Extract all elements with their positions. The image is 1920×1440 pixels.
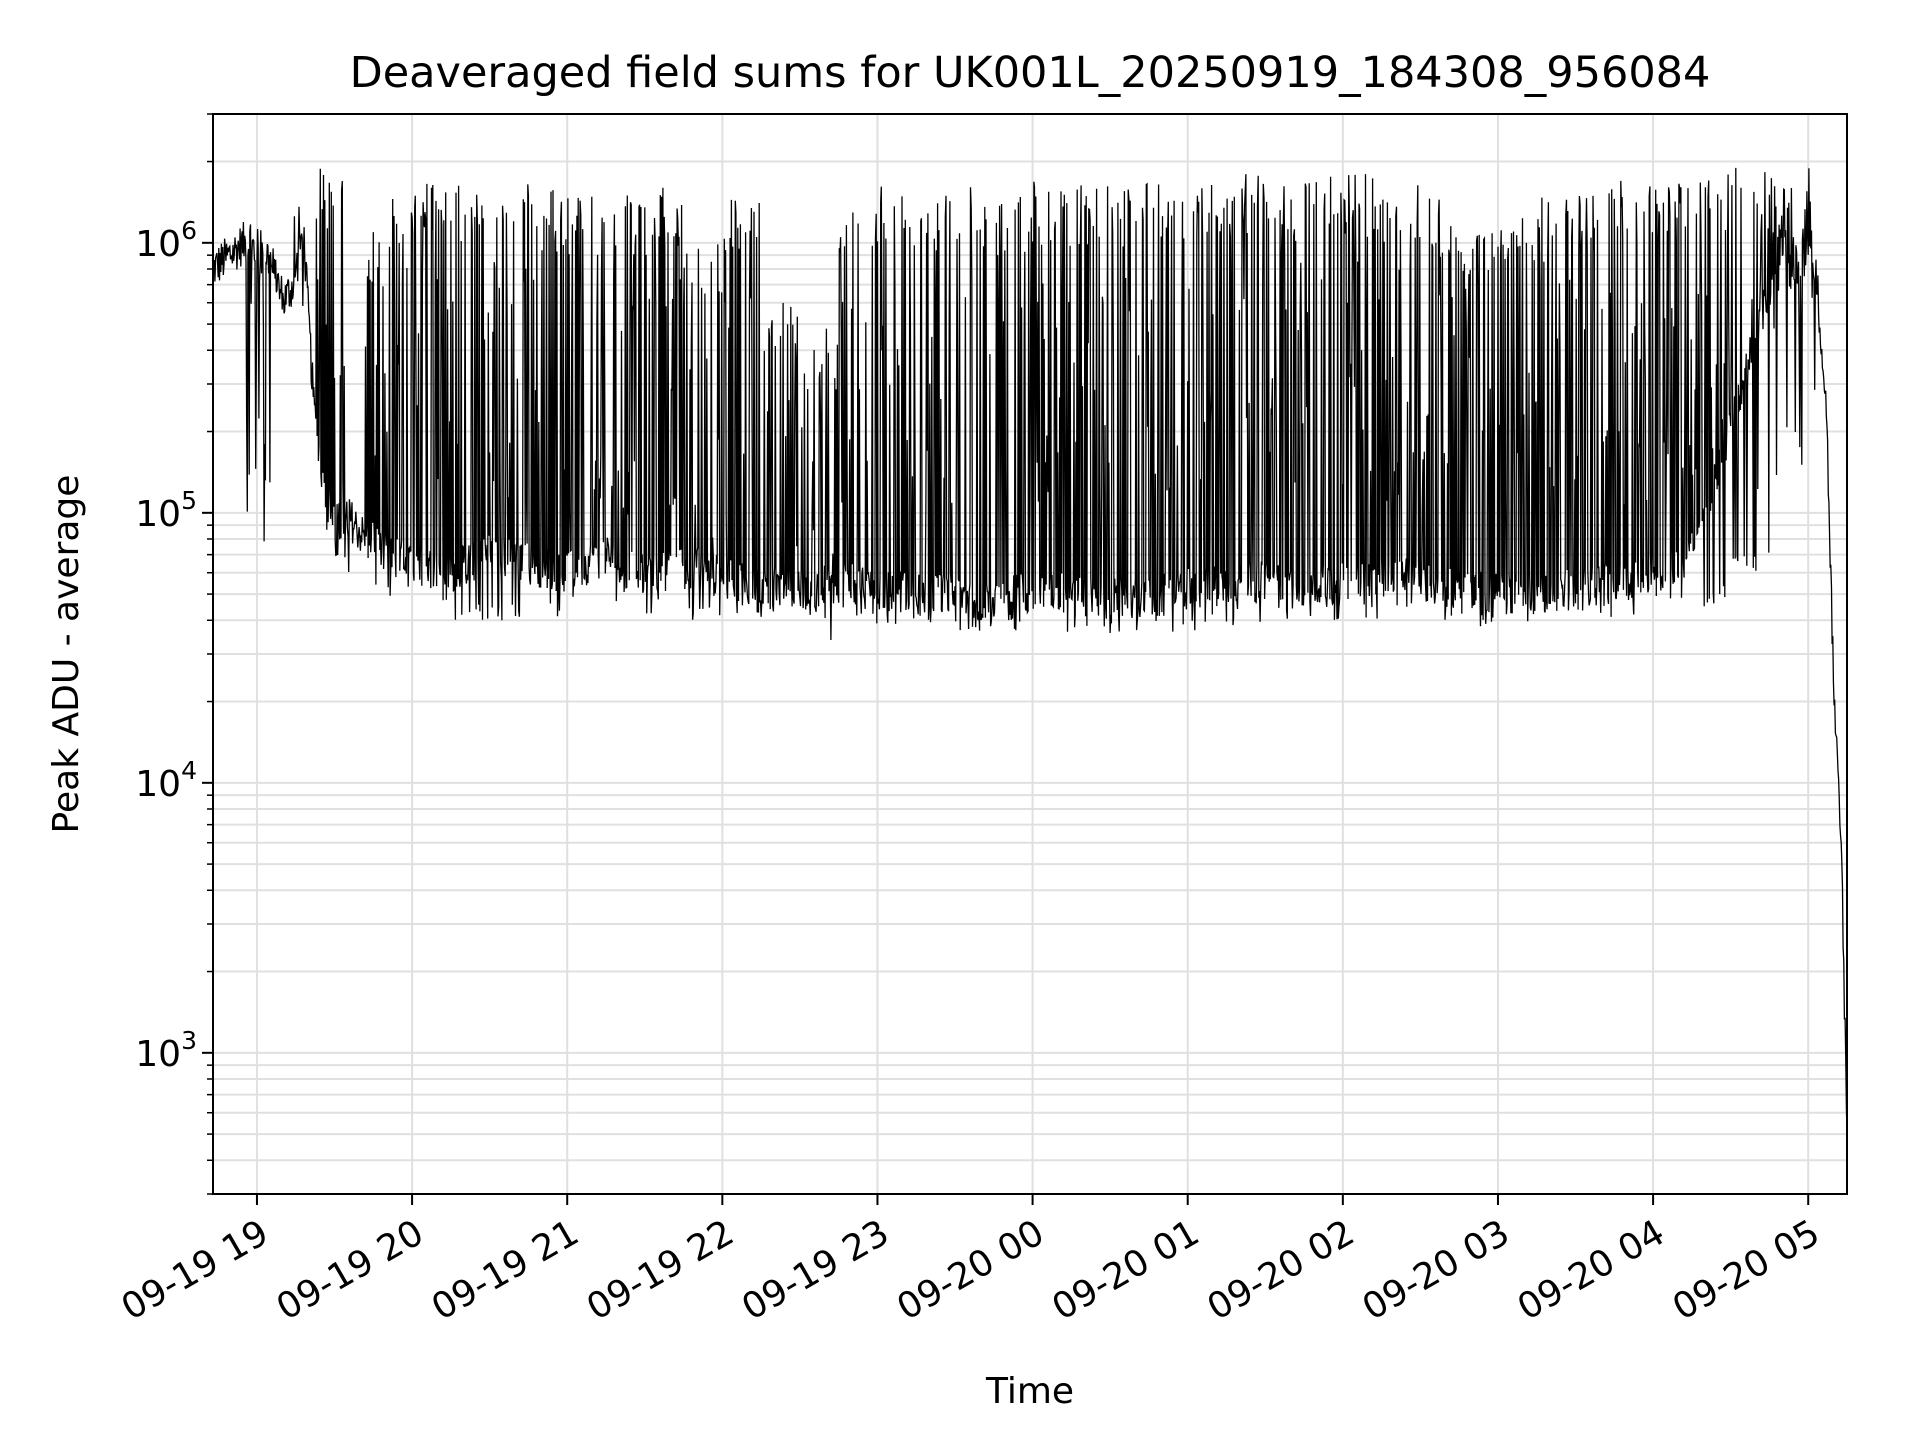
y-axis-label: Peak ADU - average — [46, 475, 87, 834]
x-tick-label: 09-19 19 — [115, 1212, 276, 1328]
y-tick-label: 105 — [135, 486, 197, 535]
x-tick-label: 09-20 05 — [1666, 1212, 1827, 1328]
y-axis-ticks: 103 104 105 106 — [135, 113, 213, 1195]
y-tick-label: 106 — [135, 216, 197, 265]
x-tick-label: 09-20 04 — [1511, 1212, 1672, 1328]
x-tick-label: 09-19 21 — [425, 1212, 586, 1328]
x-tick-label: 09-20 02 — [1201, 1212, 1362, 1328]
x-tick-label: 09-19 22 — [580, 1212, 741, 1328]
x-tick-label: 09-19 20 — [270, 1212, 431, 1328]
series-line — [212, 167, 1848, 1135]
data-series — [212, 167, 1848, 1135]
x-axis-label: Time — [985, 1371, 1074, 1412]
x-tick-label: 09-20 03 — [1356, 1212, 1517, 1328]
x-tick-label: 09-20 00 — [890, 1212, 1051, 1328]
y-tick-label: 103 — [135, 1026, 197, 1075]
x-tick-label: 09-20 01 — [1046, 1212, 1207, 1328]
chart-title: Deaveraged field sums for UK001L_2025091… — [350, 48, 1711, 98]
y-tick-label: 104 — [135, 756, 197, 805]
x-tick-label: 09-19 23 — [735, 1212, 896, 1328]
